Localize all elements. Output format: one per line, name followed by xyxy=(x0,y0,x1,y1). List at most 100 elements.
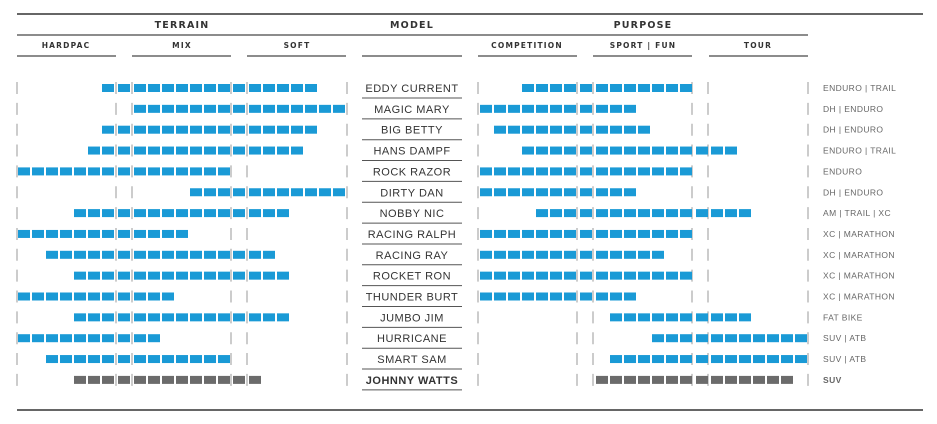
terrain-block xyxy=(32,334,44,343)
purpose-block xyxy=(508,167,520,176)
purpose-block xyxy=(652,146,664,155)
purpose-block xyxy=(753,334,765,343)
terrain-block xyxy=(60,355,72,364)
purpose-block xyxy=(536,84,548,92)
terrain-block xyxy=(134,146,146,155)
purpose-block xyxy=(610,250,622,259)
terrain-block xyxy=(218,355,230,364)
purpose-block xyxy=(580,125,592,134)
purpose-block xyxy=(564,167,576,176)
terrain-block xyxy=(74,250,86,259)
purpose-block xyxy=(580,229,592,238)
terrain-block xyxy=(148,334,160,343)
model-name: HURRICANE xyxy=(377,333,447,345)
terrain-block xyxy=(277,146,289,155)
purpose-block xyxy=(696,334,708,343)
model-name: BIG BETTY xyxy=(381,125,443,137)
purpose-block xyxy=(739,355,751,364)
purpose-block xyxy=(508,229,520,238)
model-name: RACING RALPH xyxy=(368,229,457,241)
terrain-block xyxy=(233,188,245,197)
purpose-block xyxy=(711,146,723,155)
model-name: EDDY CURRENT xyxy=(365,83,458,95)
table-row: HURRICANE SUV | ATB xyxy=(16,332,866,349)
terrain-block xyxy=(88,229,100,238)
terrain-block xyxy=(46,355,58,364)
model-name: JOHNNY WATTS xyxy=(366,375,458,387)
model-name: HANS DAMPF xyxy=(373,146,450,158)
purpose-block xyxy=(522,146,534,155)
terrain-block xyxy=(176,209,188,218)
terrain-block xyxy=(118,209,130,218)
purpose-block xyxy=(508,271,520,280)
purpose-block xyxy=(680,375,692,384)
purpose-block xyxy=(696,355,708,364)
purpose-block xyxy=(652,313,664,322)
terrain-block xyxy=(291,125,303,134)
purpose-block xyxy=(624,167,636,176)
purpose-block xyxy=(624,375,636,384)
purpose-block xyxy=(739,313,751,322)
purpose-header: PURPOSE xyxy=(614,20,673,31)
terrain-block xyxy=(204,271,216,280)
use-label: DH | ENDURO xyxy=(823,125,883,135)
purpose-block xyxy=(711,375,723,384)
terrain-block xyxy=(102,355,114,364)
purpose-block xyxy=(725,334,737,343)
terrain-block xyxy=(134,375,146,384)
purpose-block xyxy=(767,375,779,384)
purpose-block xyxy=(596,188,608,197)
purpose-block xyxy=(638,209,650,218)
terrain-block xyxy=(319,104,331,113)
terrain-block xyxy=(190,271,202,280)
terrain-block xyxy=(74,334,86,343)
purpose-block xyxy=(680,271,692,280)
terrain-block xyxy=(88,250,100,259)
model-name: DIRTY DAN xyxy=(380,187,443,199)
purpose-block xyxy=(480,271,492,280)
terrain-block xyxy=(218,209,230,218)
terrain-block xyxy=(118,313,130,322)
purpose-block xyxy=(767,334,779,343)
terrain-block xyxy=(102,229,114,238)
terrain-block xyxy=(263,250,275,259)
terrain-block xyxy=(148,271,160,280)
purpose-block xyxy=(580,84,592,92)
terrain-block xyxy=(204,104,216,113)
purpose-block xyxy=(580,167,592,176)
purpose-block xyxy=(711,313,723,322)
purpose-block xyxy=(753,355,765,364)
terrain-block xyxy=(277,313,289,322)
purpose-block xyxy=(550,104,562,113)
model-name: NOBBY NIC xyxy=(380,208,445,220)
purpose-block xyxy=(652,84,664,92)
terrain-block xyxy=(102,271,114,280)
purpose-block xyxy=(494,271,506,280)
terrain-block xyxy=(190,250,202,259)
use-label: ENDURO xyxy=(823,166,862,176)
terrain-block xyxy=(233,146,245,155)
purpose-block xyxy=(564,250,576,259)
terrain-block xyxy=(148,146,160,155)
purpose-block xyxy=(610,375,622,384)
terrain-block xyxy=(102,334,114,343)
terrain-block xyxy=(118,146,130,155)
terrain-block xyxy=(204,209,216,218)
terrain-block xyxy=(60,292,72,301)
terrain-block xyxy=(277,271,289,280)
purpose-block xyxy=(494,229,506,238)
terrain-block xyxy=(305,104,317,113)
terrain-block xyxy=(233,125,245,134)
terrain-block xyxy=(162,313,174,322)
table-row: JOHNNY WATTS SUV xyxy=(16,373,841,391)
purpose-block xyxy=(739,209,751,218)
table-row: SMART SAM SUV | ATB xyxy=(16,353,866,370)
purpose-block xyxy=(610,125,622,134)
terrain-block xyxy=(204,188,216,197)
purpose-block xyxy=(522,229,534,238)
purpose-block xyxy=(550,167,562,176)
terrain-block xyxy=(190,146,202,155)
terrain-block xyxy=(88,146,100,155)
purpose-block xyxy=(536,271,548,280)
purpose-block xyxy=(638,271,650,280)
